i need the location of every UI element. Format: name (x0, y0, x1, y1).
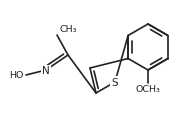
Text: S: S (112, 78, 118, 88)
Text: OCH₃: OCH₃ (136, 85, 160, 94)
Text: CH₃: CH₃ (60, 25, 77, 34)
Text: HO: HO (10, 70, 24, 80)
Text: N: N (42, 66, 50, 76)
